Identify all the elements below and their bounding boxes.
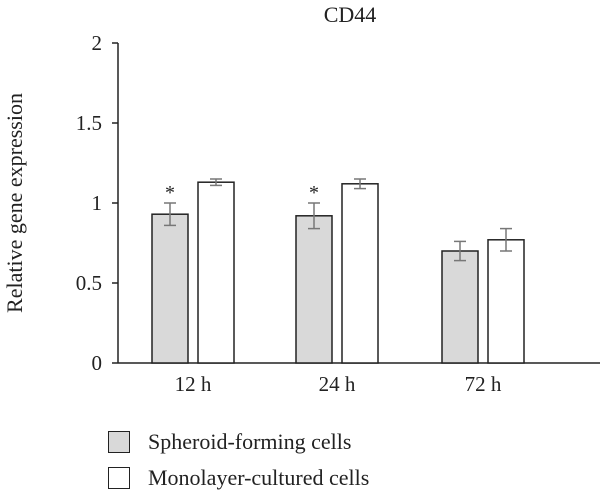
legend: Spheroid-forming cells Monolayer-culture…	[108, 424, 369, 496]
y-tick-label: 1.5	[76, 111, 102, 135]
legend-item-monolayer: Monolayer-cultured cells	[108, 460, 369, 496]
legend-label-monolayer: Monolayer-cultured cells	[148, 465, 370, 490]
bars: * *	[151, 178, 525, 364]
bar	[151, 213, 189, 364]
bar	[295, 215, 333, 364]
y-tick-label: 2	[92, 31, 103, 55]
x-tick-label: 72 h	[465, 372, 502, 396]
bar	[487, 239, 525, 364]
x-ticks: 12 h 24 h 72 h	[175, 372, 502, 396]
chart-title: CD44	[324, 2, 377, 27]
significance-marker: *	[309, 182, 319, 204]
legend-label-spheroid: Spheroid-forming cells	[148, 429, 352, 454]
y-axis-label: Relative gene expression	[2, 93, 27, 313]
y-tick-label: 0.5	[76, 271, 102, 295]
chart: CD44 Relative gene expression 00.511.52 …	[2, 2, 600, 396]
x-tick-label: 12 h	[175, 372, 212, 396]
legend-item-spheroid: Spheroid-forming cells	[108, 424, 369, 460]
bar	[341, 183, 379, 364]
legend-swatch-spheroid	[108, 431, 130, 453]
y-tick-label: 0	[92, 351, 103, 375]
legend-swatch-monolayer	[108, 467, 130, 489]
y-ticks: 0 0.5 1 1.5 2	[76, 31, 118, 375]
bar	[197, 181, 235, 364]
x-tick-label: 24 h	[319, 372, 356, 396]
significance-marker: *	[165, 182, 175, 204]
bar	[441, 250, 479, 364]
y-tick-label: 1	[92, 191, 103, 215]
